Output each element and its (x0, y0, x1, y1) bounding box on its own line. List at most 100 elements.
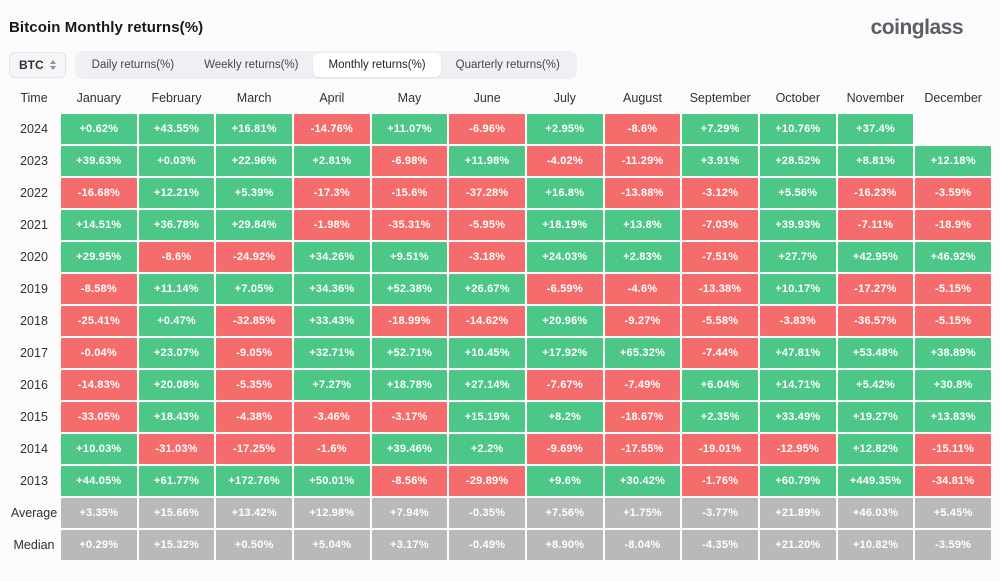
return-cell: -25.41% (61, 306, 137, 336)
return-cell: +21.89% (759, 498, 836, 528)
return-cell: +33.43% (293, 306, 370, 336)
return-cell: -0.35% (449, 498, 525, 528)
return-cell: -5.95% (449, 210, 525, 240)
tab-daily[interactable]: Daily returns(%) (77, 53, 189, 77)
return-cell: -8.56% (371, 466, 448, 496)
return-cell: -3.83% (759, 306, 836, 336)
return-cell: -13.38% (682, 274, 758, 304)
return-cell: -14.76% (293, 114, 370, 144)
return-cell: -1.98% (293, 210, 370, 240)
return-cell: -9.69% (526, 434, 603, 464)
return-cell: -11.29% (604, 146, 681, 176)
month-column-header: September (689, 91, 751, 105)
table-row-2014: 2014 +10.03% -31.03% -17.25% -1.6% +39.46% +2.… (9, 434, 991, 464)
month-column-header: November (846, 91, 905, 105)
row-label: 2014 (20, 442, 48, 456)
return-cell: +52.71% (371, 338, 448, 368)
return-cell: +16.81% (216, 114, 292, 144)
month-column-header: March (236, 91, 272, 105)
return-cell: -8.58% (61, 274, 137, 304)
month-column-header: August (623, 91, 662, 105)
return-cell: +30.8% (915, 370, 991, 400)
return-cell: +1.75% (604, 498, 681, 528)
return-cell: -36.57% (837, 306, 914, 336)
return-cell: -14.62% (449, 306, 525, 336)
return-cell: -4.35% (682, 530, 758, 560)
month-column-header: May (397, 91, 422, 105)
return-cell: +23.07% (138, 338, 215, 368)
return-cell: -17.3% (293, 178, 370, 208)
table-row-2023: 2023 +39.63% +0.03% +22.96% +2.81% -6.98% +11.… (9, 146, 991, 176)
symbol-select[interactable]: BTC (9, 52, 66, 78)
table-row-2013: 2013 +44.05% +61.77% +172.76% +50.01% -8.56% -… (9, 466, 991, 496)
table-row-average: Average +3.35% +15.66% +13.42% +12.98% +7.94%… (9, 498, 991, 528)
return-cell: +18.19% (526, 210, 603, 240)
return-cell: +7.27% (293, 370, 370, 400)
return-cell: +47.81% (759, 338, 836, 368)
return-cell: -7.67% (526, 370, 603, 400)
return-cell: +16.8% (526, 178, 603, 208)
return-cell: -19.01% (682, 434, 758, 464)
return-cell: -15.11% (915, 434, 991, 464)
return-cell: -5.15% (915, 306, 991, 336)
return-cell: -7.51% (682, 242, 758, 272)
row-label: 2016 (20, 378, 48, 392)
return-cell: -35.31% (371, 210, 448, 240)
return-cell: +5.56% (759, 178, 836, 208)
tab-quarterly[interactable]: Quarterly returns(%) (441, 53, 575, 77)
return-cell: -8.04% (604, 530, 681, 560)
return-cell: +0.50% (216, 530, 292, 560)
return-cell: +5.04% (293, 530, 370, 560)
return-cell: -8.6% (604, 114, 681, 144)
row-label: 2019 (20, 282, 48, 296)
table-header-row: Time January February March April May June July… (9, 86, 991, 112)
return-cell: -34.81% (915, 466, 991, 496)
select-arrows-icon (49, 60, 56, 70)
return-cell: +15.19% (449, 402, 525, 432)
return-cell: +10.17% (759, 274, 836, 304)
return-cell (915, 114, 991, 144)
return-cell: +50.01% (293, 466, 370, 496)
page-title: Bitcoin Monthly returns(%) (9, 19, 204, 36)
return-cell: +14.71% (759, 370, 836, 400)
return-cell: +0.29% (61, 530, 137, 560)
row-label: 2022 (20, 186, 48, 200)
month-column-header: June (473, 91, 501, 105)
return-cell: -13.88% (604, 178, 681, 208)
return-cell: +20.08% (138, 370, 215, 400)
return-cell: +53.48% (837, 338, 914, 368)
return-cell: +52.38% (371, 274, 448, 304)
table-row-2016: 2016 -14.83% +20.08% -5.35% +7.27% +18.78% +27… (9, 370, 991, 400)
row-label: 2015 (20, 410, 48, 424)
return-cell: +60.79% (759, 466, 836, 496)
return-cell: +22.96% (216, 146, 292, 176)
symbol-select-value: BTC (19, 58, 44, 72)
return-cell: +17.92% (526, 338, 603, 368)
return-cell: -17.25% (216, 434, 292, 464)
return-cell: +12.98% (293, 498, 370, 528)
tab-monthly[interactable]: Monthly returns(%) (313, 53, 441, 77)
return-cell: -5.58% (682, 306, 758, 336)
return-cell: -1.6% (293, 434, 370, 464)
tab-weekly[interactable]: Weekly returns(%) (189, 53, 313, 77)
return-cell: +19.27% (837, 402, 914, 432)
return-cell: +14.51% (61, 210, 137, 240)
return-cell: +2.35% (682, 402, 758, 432)
return-cell: -17.27% (837, 274, 914, 304)
month-column-header: October (775, 91, 821, 105)
return-cell: +30.42% (604, 466, 681, 496)
return-cell: -15.6% (371, 178, 448, 208)
table-row-2022: 2022 -16.68% +12.21% +5.39% -17.3% -15.6% -37.… (9, 178, 991, 208)
return-cell: -5.15% (915, 274, 991, 304)
return-cell: -37.28% (449, 178, 525, 208)
return-cell: +5.39% (216, 178, 292, 208)
row-label: 2021 (20, 218, 48, 232)
return-cell: +20.96% (526, 306, 603, 336)
monthly-returns-table: Time January February March April May June July… (9, 86, 991, 560)
month-column-header: April (319, 91, 345, 105)
return-cell: -6.98% (371, 146, 448, 176)
return-cell: +26.67% (449, 274, 525, 304)
table-row-2024: 2024 +0.62% +43.55% +16.81% -14.76% +11.07% -6… (9, 114, 991, 144)
return-cell: +11.14% (138, 274, 215, 304)
